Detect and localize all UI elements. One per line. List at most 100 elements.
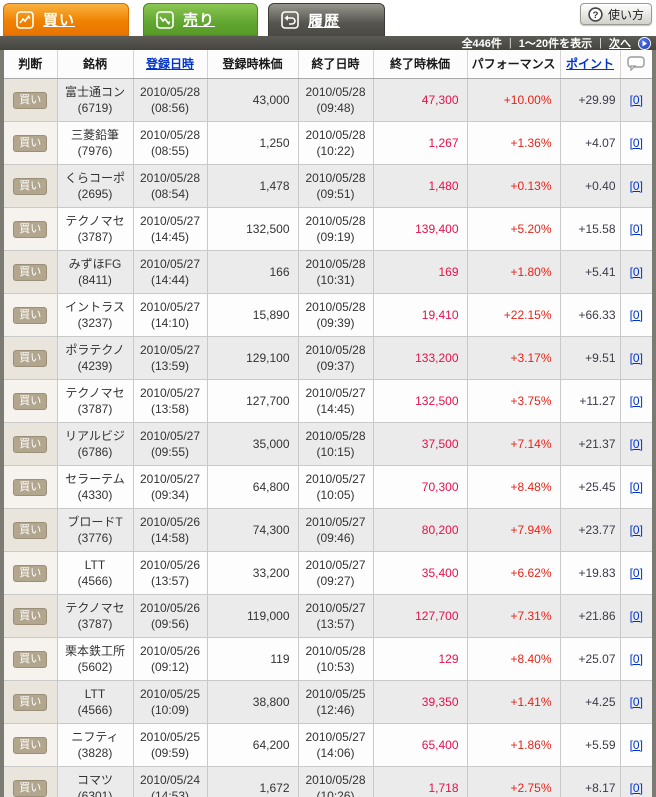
comment-count-link[interactable]: [0]	[629, 651, 643, 666]
comment-count-link[interactable]: [0]	[629, 264, 643, 279]
header-reg-datetime-sort-link[interactable]: 登録日時	[133, 50, 208, 79]
table-row: 買い テクノマセ (3787) 2010/05/27 (14:45) 132,500…	[4, 207, 652, 251]
judgment-badge: 買い	[13, 779, 48, 797]
svg-text:?: ?	[593, 10, 599, 21]
registered-price: 132,500	[207, 207, 299, 251]
registered-time: (13:58)	[150, 401, 190, 416]
points-value: +25.07	[560, 637, 621, 681]
table-row: 買い リアルビジ (6786) 2010/05/27 (09:55) 35,000 …	[4, 422, 652, 466]
performance-value: +5.20%	[467, 207, 561, 251]
end-date: 2010/05/28	[305, 342, 366, 357]
registered-date: 2010/05/25	[139, 729, 201, 744]
question-mark-icon: ?	[588, 6, 603, 22]
table-row: 買い ニフティ (3828) 2010/05/25 (09:59) 64,200 2…	[4, 723, 652, 767]
end-time: (09:39)	[316, 315, 355, 330]
registered-price: 127,700	[207, 379, 299, 423]
comment-count-link[interactable]: [0]	[629, 221, 643, 236]
comment-count-link[interactable]: [0]	[629, 737, 643, 752]
end-date: 2010/05/27	[305, 385, 366, 400]
separator: |	[599, 37, 602, 49]
end-date: 2010/05/27	[305, 729, 366, 744]
comment-count-link[interactable]: [0]	[629, 350, 643, 365]
registered-date: 2010/05/27	[139, 342, 201, 357]
end-date: 2010/05/27	[305, 557, 366, 572]
judgment-badge: 買い	[13, 177, 48, 195]
registered-time: (09:59)	[150, 745, 190, 760]
registered-price: 166	[207, 250, 299, 294]
end-date: 2010/05/28	[305, 84, 366, 99]
comment-count-link[interactable]: [0]	[629, 178, 643, 193]
registered-time: (14:45)	[150, 229, 190, 244]
points-value: +15.58	[560, 207, 621, 251]
comment-count-link[interactable]: [0]	[629, 780, 643, 795]
registered-price: 1,478	[207, 164, 299, 208]
registered-date: 2010/05/26	[139, 514, 201, 529]
comment-count-link[interactable]: [0]	[629, 479, 643, 494]
judgment-badge: 買い	[13, 263, 48, 281]
tab-history[interactable]: 履歴	[268, 3, 385, 36]
header-comment	[620, 50, 652, 79]
tab-sell[interactable]: 売り	[143, 3, 258, 36]
help-button-label: 使い方	[607, 7, 644, 22]
stock-name: くらコーポ	[64, 170, 125, 185]
points-value: +0.40	[560, 164, 621, 208]
end-date: 2010/05/25	[305, 686, 366, 701]
comment-count-link[interactable]: [0]	[629, 393, 643, 408]
end-time: (09:19)	[316, 229, 355, 244]
comment-count-link[interactable]: [0]	[629, 565, 643, 580]
stock-code: (4566)	[77, 573, 113, 588]
performance-value: +2.75%	[467, 766, 561, 797]
judgment-badge: 買い	[13, 392, 48, 410]
end-price: 1,718	[373, 766, 468, 797]
end-date: 2010/05/28	[305, 256, 366, 271]
table-row: 買い くらコーポ (2695) 2010/05/28 (08:54) 1,478 2…	[4, 164, 652, 208]
performance-value: +7.14%	[467, 422, 561, 466]
comment-count-link[interactable]: [0]	[629, 522, 643, 537]
registered-date: 2010/05/27	[139, 471, 201, 486]
performance-value: +7.31%	[467, 594, 561, 638]
comment-count-link[interactable]: [0]	[629, 694, 643, 709]
table-row: 買い テクノマセ (3787) 2010/05/27 (13:58) 127,700…	[4, 379, 652, 423]
registered-time: (14:53)	[150, 788, 190, 797]
end-date: 2010/05/27	[305, 471, 366, 486]
tab-bar: 買い 売り 履歴 ? 使い方	[0, 0, 656, 36]
registered-price: 1,672	[207, 766, 299, 797]
registered-date: 2010/05/28	[139, 84, 201, 99]
header-performance: パフォーマンス	[467, 50, 561, 79]
comment-count-link[interactable]: [0]	[629, 436, 643, 451]
stock-code: (3776)	[77, 530, 113, 545]
stock-name: イントラス	[65, 299, 125, 314]
registered-time: (14:10)	[150, 315, 190, 330]
registered-date: 2010/05/27	[139, 299, 201, 314]
stock-name: 富士通コン	[64, 84, 125, 99]
next-page-link[interactable]: 次へ	[609, 38, 631, 50]
sell-zigzag-down-icon	[156, 10, 174, 29]
tab-buy[interactable]: 買い	[3, 3, 129, 36]
judgment-badge: 買い	[13, 607, 48, 625]
registered-time: (08:54)	[150, 186, 190, 201]
end-time: (10:05)	[316, 487, 355, 502]
comment-count-link[interactable]: [0]	[629, 608, 643, 623]
comment-count-link[interactable]: [0]	[629, 307, 643, 322]
header-points-sort-link[interactable]: ポイント	[560, 50, 621, 79]
registered-date: 2010/05/27	[139, 385, 201, 400]
end-time: (13:57)	[316, 616, 355, 631]
comment-count-link[interactable]: [0]	[629, 135, 643, 150]
stock-name: 三菱鉛筆	[70, 127, 119, 142]
table-row: 買い ポラテクノ (4239) 2010/05/27 (13:59) 129,100…	[4, 336, 652, 380]
results-table-frame: 判断 銘柄 登録日時 登録時株価 終了日時 終了時株価 パフォーマンス ポイント…	[0, 50, 656, 797]
stock-code: (4566)	[77, 702, 113, 717]
end-price: 127,700	[373, 594, 468, 638]
stock-name: テクノマセ	[65, 213, 125, 228]
comment-count-link[interactable]: [0]	[629, 92, 643, 107]
performance-value: +3.75%	[467, 379, 561, 423]
stock-code: (8411)	[78, 272, 112, 287]
points-value: +4.07	[560, 121, 621, 165]
registered-time: (10:09)	[150, 702, 190, 717]
help-button[interactable]: ? 使い方	[579, 3, 652, 25]
next-page-arrow-button[interactable]	[638, 36, 651, 50]
buy-zigzag-up-icon	[16, 10, 34, 29]
end-price: 70,300	[373, 465, 468, 509]
stock-code: (3787)	[77, 616, 113, 631]
registered-price: 64,200	[207, 723, 299, 767]
